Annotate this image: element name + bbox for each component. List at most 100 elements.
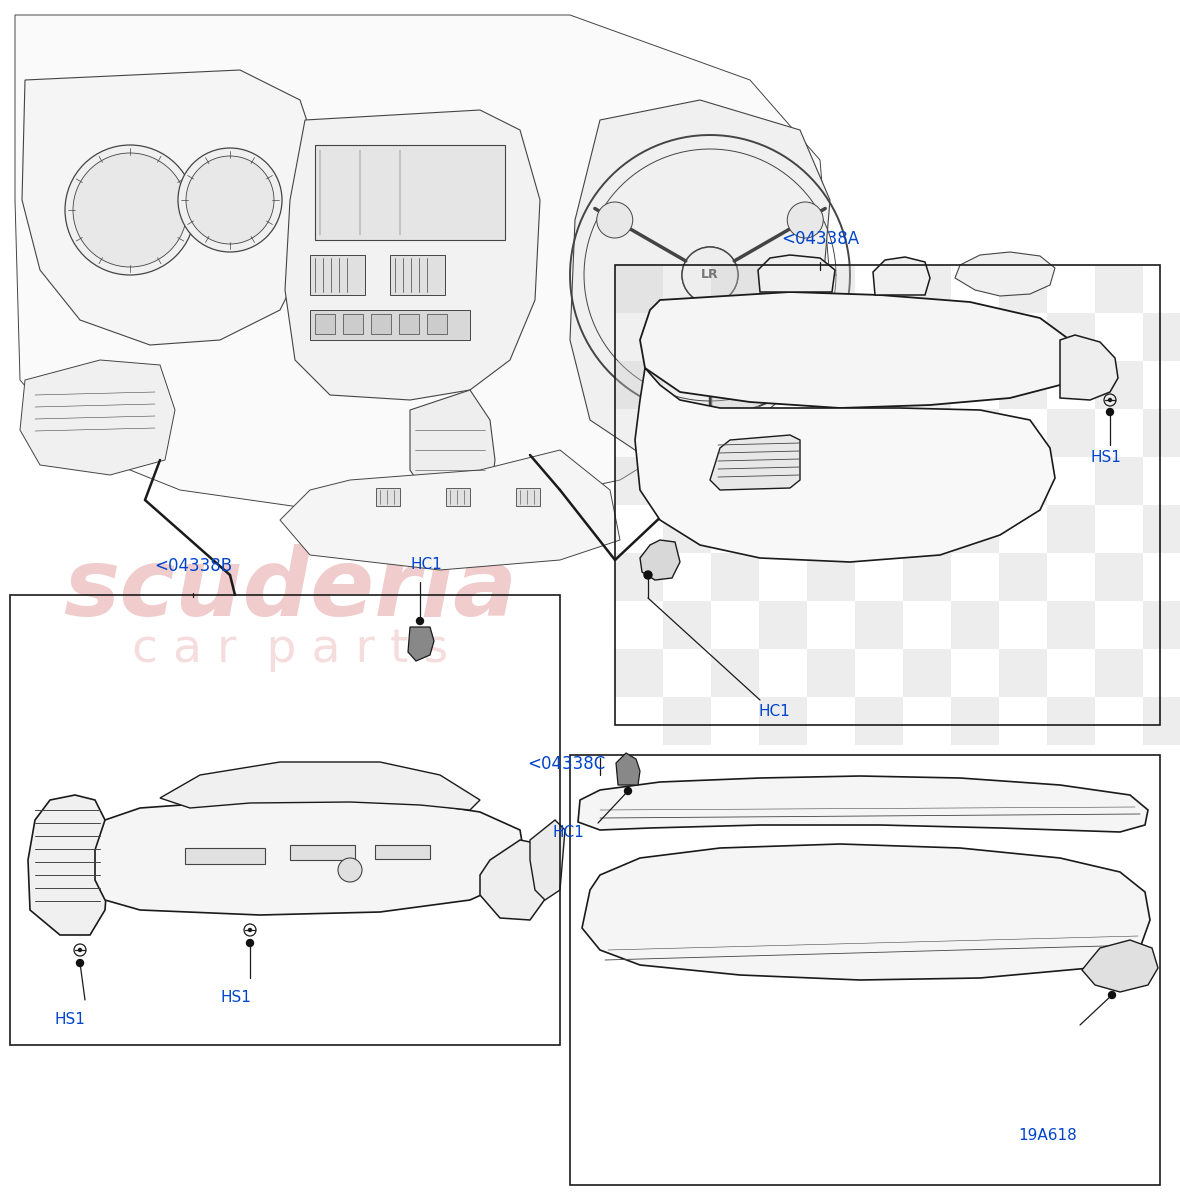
Circle shape: [1107, 408, 1114, 415]
Circle shape: [247, 940, 254, 947]
Bar: [615, 457, 663, 505]
Bar: [903, 649, 951, 697]
Bar: [951, 409, 999, 457]
Bar: [951, 697, 999, 745]
Bar: [759, 601, 807, 649]
Polygon shape: [640, 292, 1075, 408]
Bar: [391, 254, 445, 295]
Bar: [1095, 361, 1143, 409]
Circle shape: [1108, 991, 1115, 998]
Bar: [1047, 409, 1095, 457]
Text: LR: LR: [701, 269, 719, 282]
Polygon shape: [873, 257, 930, 295]
Bar: [999, 649, 1047, 697]
Circle shape: [597, 202, 632, 238]
Bar: [290, 845, 355, 860]
Bar: [1047, 697, 1095, 745]
Bar: [903, 553, 951, 601]
Circle shape: [178, 148, 282, 252]
Bar: [807, 361, 856, 409]
Bar: [663, 601, 712, 649]
Text: HS1: HS1: [55, 1012, 86, 1027]
Bar: [712, 265, 759, 313]
Bar: [1143, 313, 1180, 361]
Bar: [1143, 505, 1180, 553]
Bar: [856, 697, 903, 745]
Circle shape: [1108, 398, 1112, 402]
Bar: [663, 313, 712, 361]
Bar: [1143, 601, 1180, 649]
Bar: [1095, 553, 1143, 601]
Polygon shape: [480, 840, 548, 920]
Bar: [903, 265, 951, 313]
Circle shape: [337, 858, 362, 882]
Polygon shape: [640, 540, 680, 580]
Bar: [856, 505, 903, 553]
Bar: [951, 313, 999, 361]
Bar: [1143, 697, 1180, 745]
Bar: [759, 313, 807, 361]
Bar: [516, 488, 540, 506]
Text: scuderia: scuderia: [63, 544, 517, 636]
Polygon shape: [20, 360, 175, 475]
Circle shape: [417, 618, 424, 624]
Bar: [999, 457, 1047, 505]
Bar: [1047, 505, 1095, 553]
Bar: [371, 314, 391, 334]
Bar: [903, 361, 951, 409]
Text: <04338B: <04338B: [153, 557, 232, 575]
Bar: [807, 553, 856, 601]
Bar: [712, 649, 759, 697]
Bar: [615, 649, 663, 697]
Text: HC1: HC1: [758, 704, 789, 719]
Circle shape: [644, 571, 653, 578]
Polygon shape: [96, 798, 525, 914]
Polygon shape: [409, 390, 494, 510]
Bar: [951, 505, 999, 553]
Bar: [663, 697, 712, 745]
Polygon shape: [280, 450, 620, 570]
Bar: [759, 697, 807, 745]
Polygon shape: [15, 14, 830, 510]
Bar: [615, 361, 663, 409]
Text: c a r  p a r t s: c a r p a r t s: [132, 628, 448, 672]
Circle shape: [79, 948, 81, 952]
Polygon shape: [28, 794, 109, 935]
Bar: [310, 254, 365, 295]
Bar: [1143, 409, 1180, 457]
Polygon shape: [582, 844, 1150, 980]
Bar: [615, 553, 663, 601]
Bar: [663, 505, 712, 553]
Text: <04338A: <04338A: [781, 230, 859, 248]
Text: HC1: HC1: [409, 557, 441, 572]
Bar: [1095, 649, 1143, 697]
Polygon shape: [955, 252, 1055, 296]
Polygon shape: [635, 368, 1055, 562]
Polygon shape: [530, 820, 565, 900]
Bar: [903, 457, 951, 505]
Bar: [310, 310, 470, 340]
Bar: [1095, 457, 1143, 505]
Circle shape: [787, 202, 824, 238]
Bar: [759, 505, 807, 553]
Bar: [615, 265, 1160, 725]
Bar: [427, 314, 447, 334]
Polygon shape: [22, 70, 320, 346]
Bar: [1047, 601, 1095, 649]
Bar: [185, 848, 266, 864]
Bar: [999, 361, 1047, 409]
Bar: [375, 845, 430, 859]
Polygon shape: [710, 434, 800, 490]
Bar: [1047, 313, 1095, 361]
Bar: [999, 553, 1047, 601]
Bar: [315, 314, 335, 334]
Circle shape: [682, 247, 738, 302]
Bar: [399, 314, 419, 334]
Bar: [999, 265, 1047, 313]
Polygon shape: [758, 254, 835, 292]
Polygon shape: [616, 754, 640, 785]
Bar: [663, 409, 712, 457]
Bar: [9, 595, 560, 1045]
Polygon shape: [408, 626, 434, 661]
Polygon shape: [160, 762, 480, 810]
